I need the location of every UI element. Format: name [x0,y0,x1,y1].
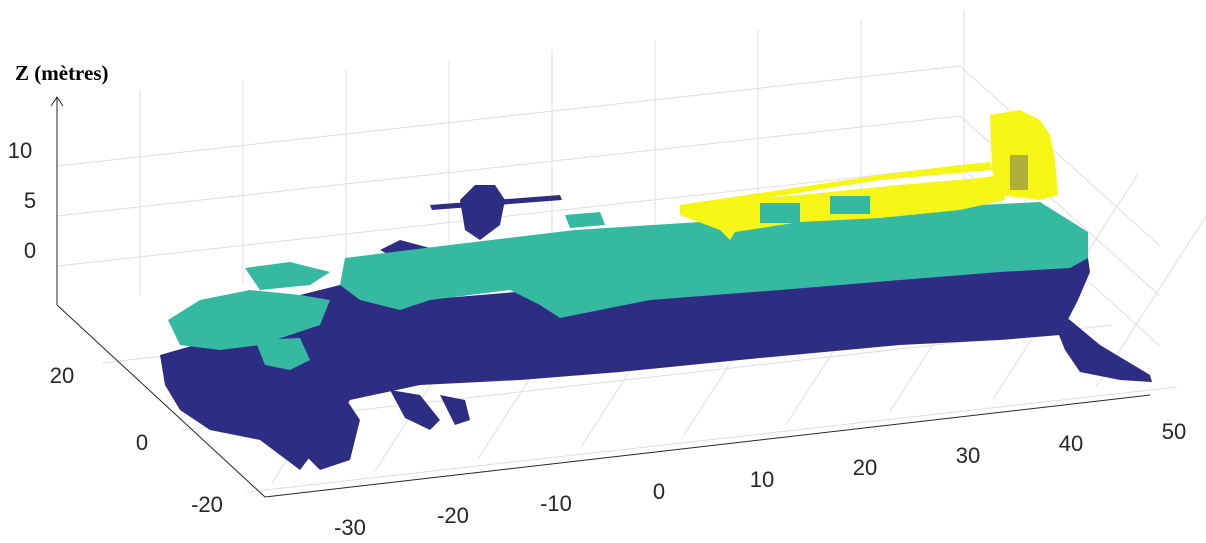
fragments-1 [390,390,440,430]
z-tick-label: 10 [8,138,32,163]
x-tick-label: -30 [334,515,366,540]
z-tick-label: 0 [24,238,36,263]
window-3 [1010,155,1028,190]
deck-aft-top [245,262,330,290]
z-axis-label: Z (mètres) [15,61,109,85]
y-tick-label: -20 [191,492,223,517]
x-axis-line [265,395,1150,497]
z-tick-label: 5 [24,188,36,213]
y-tick-label: 0 [136,430,148,455]
x-tick-label: 50 [1162,419,1186,444]
window-1 [760,203,800,223]
bow-spike [1040,300,1152,382]
z-grid-line [57,66,960,166]
x-tick-label: -10 [540,491,572,516]
y-grid-line [247,387,1177,492]
x-tick-label: 10 [750,467,774,492]
x-tick-label: -20 [437,503,469,528]
window-2 [830,196,870,214]
x-tick-label: 40 [1059,431,1083,456]
mast-structure [460,185,505,240]
y-tick-label: 20 [50,363,74,388]
point-cloud [160,110,1152,470]
x-tick-label: 20 [853,455,877,480]
fragments-2 [440,395,470,425]
x-tick-label: 0 [653,479,665,504]
x-tick-label: 30 [956,443,980,468]
deck-notch [565,212,605,228]
